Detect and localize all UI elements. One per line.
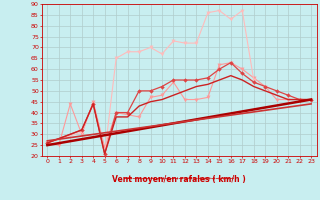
Text: →→→→→→→→→→→→→→→→→→→→→→→→: →→→→→→→→→→→→→→→→→→→→→→→→: [124, 176, 235, 181]
X-axis label: Vent moyen/en rafales ( km/h ): Vent moyen/en rafales ( km/h ): [112, 175, 246, 184]
